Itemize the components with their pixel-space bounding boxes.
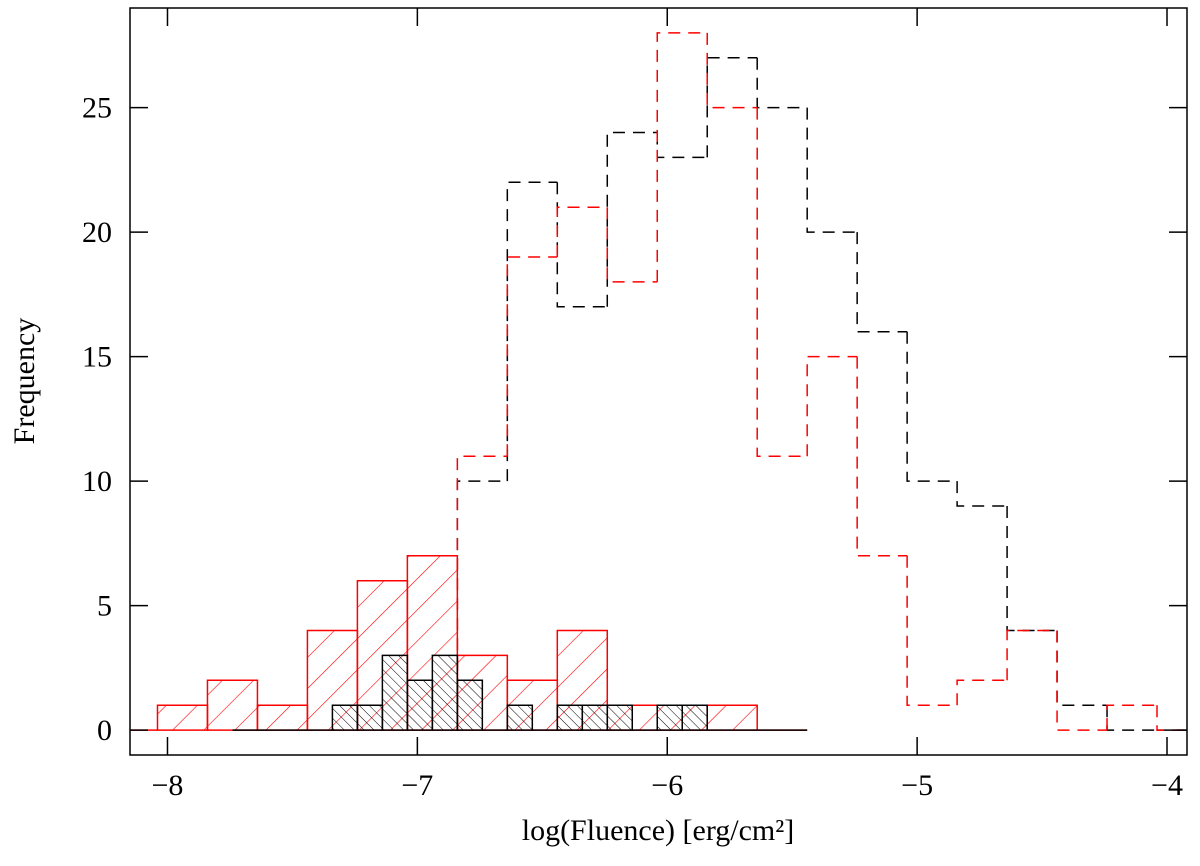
histogram-step xyxy=(956,679,1008,706)
histogram-bar xyxy=(256,704,309,731)
x-tick-label: −7 xyxy=(401,769,433,802)
histogram-bar xyxy=(206,679,259,731)
plot-area xyxy=(130,32,1187,731)
histogram-step xyxy=(606,131,658,307)
histogram-step xyxy=(806,107,858,233)
histogram-bar xyxy=(506,704,534,731)
histogram-bar xyxy=(406,679,434,731)
y-tick-label: 25 xyxy=(82,92,112,125)
histogram-bar xyxy=(356,704,384,731)
histogram-step xyxy=(856,356,908,557)
histogram-step xyxy=(856,232,908,333)
x-tick-label: −6 xyxy=(651,769,683,802)
histogram-bar xyxy=(456,679,484,731)
histogram-step xyxy=(1006,629,1058,681)
histogram-step xyxy=(1056,630,1108,731)
histogram-step xyxy=(706,32,758,109)
histogram-step xyxy=(806,355,858,457)
y-tick-label: 0 xyxy=(97,714,112,747)
histogram-step xyxy=(756,107,808,457)
y-axis-label: Frequency xyxy=(8,318,41,445)
histogram-bar xyxy=(656,704,683,731)
x-tick-label: −8 xyxy=(152,769,184,802)
histogram-bar xyxy=(156,704,209,731)
histogram-step xyxy=(956,481,1008,507)
histogram-step xyxy=(906,555,958,706)
histogram-step xyxy=(656,32,708,282)
y-tick-label: 10 xyxy=(82,465,112,498)
histogram-bar xyxy=(431,654,459,731)
histogram-step xyxy=(1006,506,1058,632)
histogram-step xyxy=(556,206,608,257)
histogram-step xyxy=(606,207,658,283)
y-tick-label: 5 xyxy=(97,590,112,623)
histogram-step xyxy=(756,57,808,109)
histogram-bar xyxy=(706,704,758,731)
histogram-bar xyxy=(681,704,708,731)
x-tick-label: −5 xyxy=(901,769,933,802)
histogram-step xyxy=(506,256,558,457)
histogram-bar xyxy=(606,704,634,731)
histogram-step xyxy=(1156,705,1187,731)
histogram-step xyxy=(1056,630,1108,706)
x-axis-label: log(Fluence) [erg/cm²] xyxy=(522,814,795,847)
histogram-bar xyxy=(556,704,584,731)
histogram-bar xyxy=(581,704,609,731)
histogram-bar xyxy=(381,654,409,731)
histogram-step xyxy=(1106,705,1158,731)
y-tick-label: 20 xyxy=(82,216,112,249)
plot-frame xyxy=(129,7,1188,756)
y-tick-label: 15 xyxy=(82,341,112,374)
x-tick-label: −4 xyxy=(1151,769,1183,802)
histogram-step xyxy=(1106,704,1158,731)
histogram-step xyxy=(506,181,558,482)
histogram-step xyxy=(656,132,708,159)
histogram-step xyxy=(556,182,608,308)
histogram-bar xyxy=(331,704,359,731)
histogram-step xyxy=(906,331,958,482)
